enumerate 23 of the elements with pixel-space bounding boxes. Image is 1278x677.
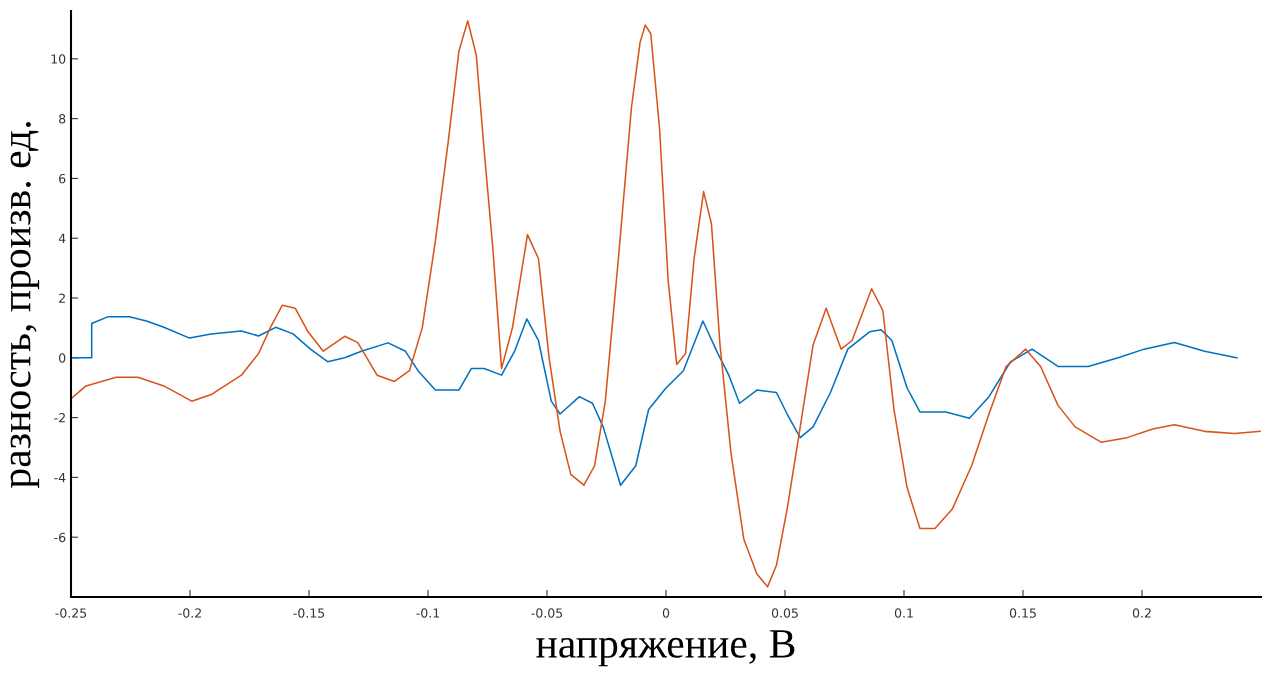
x-tick-label: 0 <box>662 608 670 618</box>
y-tick-label: 2 <box>59 293 65 303</box>
y-tick-label: -2 <box>54 413 65 423</box>
line-series <box>71 20 1261 588</box>
x-tick-label: -0.1 <box>416 608 440 618</box>
y-axis-title: разность, произв. ед. <box>10 122 40 488</box>
y-tick-label: 0 <box>59 353 66 363</box>
x-tick-label: -0.15 <box>293 608 325 618</box>
y-tick-label: 4 <box>58 233 66 243</box>
x-tick-label: -0.2 <box>178 608 201 618</box>
x-tick-label: -0.25 <box>55 608 87 618</box>
y-tick-label: -4 <box>54 473 66 483</box>
x-tick-label: -0.05 <box>531 608 563 618</box>
x-tick-label: 0.15 <box>1009 608 1036 618</box>
y-tick-label: 6 <box>59 173 66 184</box>
y-tick-label: 10 <box>51 54 66 64</box>
x-axis-title: напряжение, В <box>536 630 795 667</box>
x-tick-label: 0.1 <box>894 608 913 618</box>
line-series <box>71 316 1238 486</box>
x-tick-label: 0.2 <box>1132 608 1151 618</box>
y-tick-label: 8 <box>59 114 66 124</box>
x-tick-label: 0.05 <box>771 608 798 618</box>
y-tick-label: -6 <box>54 532 66 543</box>
